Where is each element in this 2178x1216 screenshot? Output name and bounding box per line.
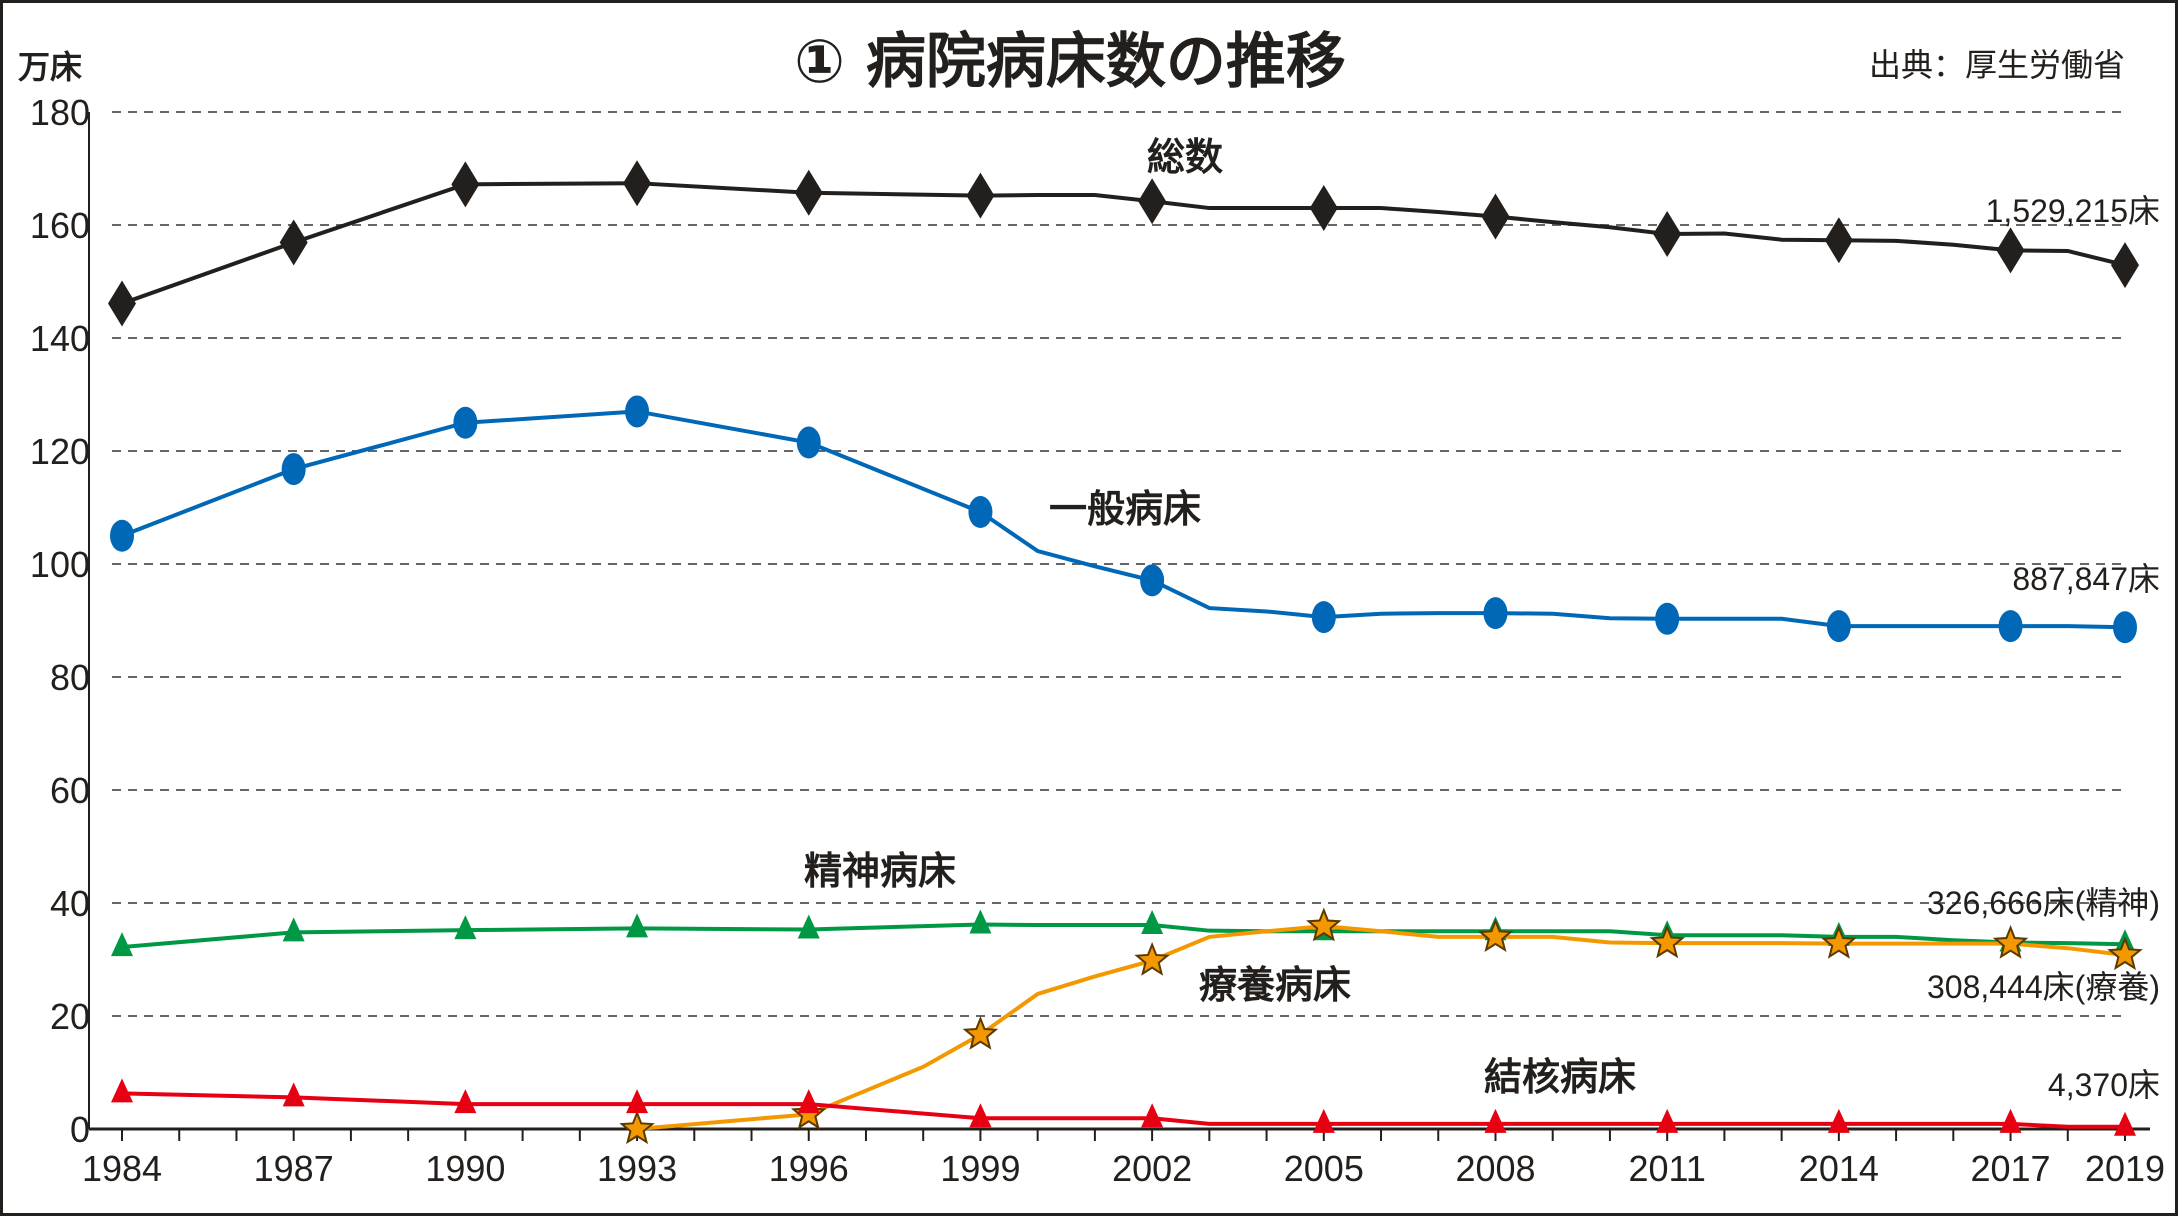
y-tick-label: 160 [30,205,90,246]
series-0-point [1309,185,1338,232]
x-tick-label: 2002 [1112,1148,1192,1189]
x-tick-label: 1984 [82,1148,162,1189]
series-1-name-label: 一般病床 [1049,487,1201,531]
series-0-point [1824,217,1853,264]
series-2-name-label: 精神病床 [804,849,956,893]
series-0-point [2111,242,2139,289]
series-3-point [1477,918,1514,953]
series-1-point [796,426,821,459]
y-tick-label: 180 [30,92,90,133]
series-1-point [453,406,478,439]
series-4-point [797,1089,820,1114]
series-4-point [969,1103,992,1128]
y-tick-label: 120 [30,431,90,472]
series-2-point [1141,910,1164,935]
series-2-point [626,913,649,938]
series-4-point [1827,1108,1850,1133]
series-0-point [794,169,823,216]
series-0-point [966,172,995,219]
series-0-point [1996,227,2025,274]
series-3-point [1992,924,2029,959]
series-2-point [969,909,992,934]
series-2-line [121,922,2126,950]
series-3-point [2107,936,2143,971]
series-1-point [1311,601,1336,634]
series-4-end-annotation: 4,370床 [2048,1067,2160,1103]
x-tick-label: 2008 [1455,1148,1535,1189]
chart-source: 出典：厚生労働省 [1869,46,2125,84]
series-4-point [111,1078,133,1103]
y-tick-label: 20 [50,996,90,1037]
series-4-point [1999,1108,2022,1133]
x-tick-label: 2017 [1970,1148,2050,1189]
y-tick-label: 60 [50,770,90,811]
x-tick-label: 1990 [425,1148,505,1189]
x-tick-label: 2019 [2085,1148,2165,1189]
series-2-end-annotation: 326,666床(精神) [1927,885,2160,921]
series-3-point [1134,941,1170,976]
series-1-end-annotation: 887,847床 [2012,561,2160,597]
y-axis-unit-label: 万床 [18,48,82,86]
series-4-line [121,1091,2125,1129]
series-3-name-label: 療養病床 [1199,963,1351,1007]
series-0-point [1481,193,1510,240]
series-4-point [454,1089,477,1114]
x-tick-label: 1996 [769,1148,849,1189]
series-3-point [1649,924,1685,959]
series-1-point [1826,610,1851,643]
series-1-point [110,519,134,552]
series-0-name-label: 総数 [1147,135,1223,179]
series-1-point [1998,610,2023,643]
series-0-point [623,160,652,207]
series-4-point [1141,1103,1164,1128]
series-4-point [626,1089,649,1114]
series-3-point [619,1110,655,1145]
series-0-point [279,219,308,266]
y-tick-label: 40 [50,883,90,924]
x-tick-label: 2014 [1799,1148,1879,1189]
series-3-point [1306,907,1342,942]
x-tick-label: 1987 [254,1148,334,1189]
series-2-point [111,932,133,957]
x-tick-label: 2011 [1628,1148,1705,1189]
series-0-point [1653,211,1682,258]
series-0-point [108,280,136,327]
series-3-end-annotation: 308,444床(療養) [1927,969,2160,1005]
series-1-point [281,453,306,486]
series-0-point [451,161,480,208]
series-4-name-label: 結核病床 [1484,1055,1636,1099]
x-tick-label: 1993 [597,1148,677,1189]
series-1-point [2113,611,2137,644]
y-tick-label: 80 [50,657,90,698]
series-1-line [121,409,2126,630]
series-1-point [1483,597,1508,630]
x-tick-label: 2005 [1284,1148,1364,1189]
series-1-point [1140,564,1165,597]
series-3-line [636,924,2126,1131]
y-tick-label: 0 [70,1109,90,1150]
y-tick-label: 100 [30,544,90,585]
series-4-point [2114,1111,2136,1136]
series-4-point [1656,1108,1679,1133]
series-4-point [282,1082,305,1107]
x-tick-label: 1999 [940,1148,1020,1189]
series-4-point [1484,1108,1507,1133]
series-3-point [1821,924,1857,959]
series-0-end-annotation: 1,529,215床 [1986,193,2160,229]
y-tick-label: 140 [30,318,90,359]
series-0-line [121,181,2126,306]
series-3-point [962,1015,999,1050]
series-2-point [282,917,305,942]
series-1-point [968,496,993,529]
series-2-point [454,915,477,940]
series-1-point [625,395,650,428]
series-2-point [797,914,820,939]
series-0-point [1138,178,1167,225]
chart-title: ① 病院病床数の推移 [794,27,1346,97]
series-1-point [1655,602,1680,635]
series-4-point [1312,1108,1335,1133]
